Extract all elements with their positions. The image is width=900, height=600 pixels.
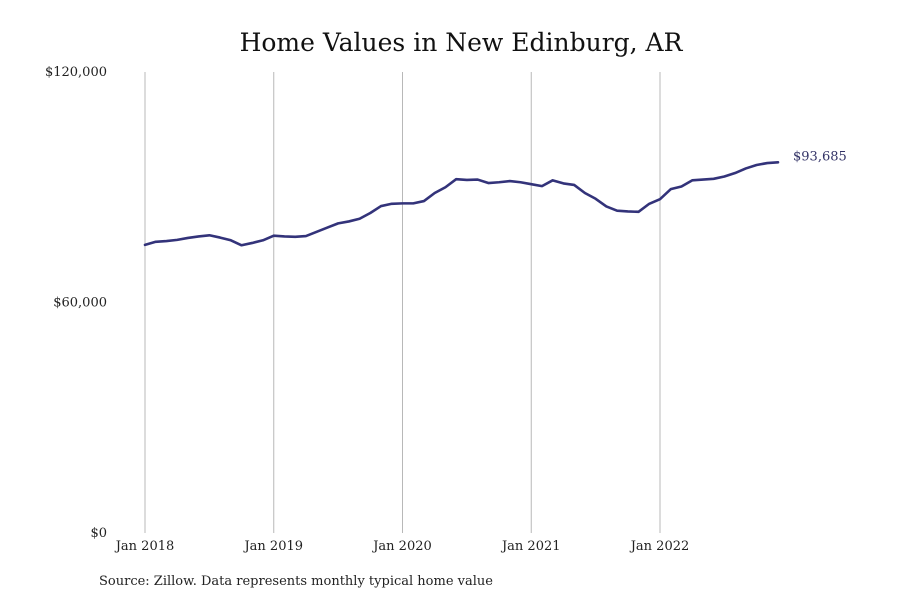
chart-title: Home Values in New Edinburg, AR: [240, 28, 684, 57]
home-value-series-line: [143, 160, 780, 247]
source-note: Source: Zillow. Data represents monthly …: [99, 574, 493, 589]
x-tick-label: Jan 2020: [371, 539, 432, 554]
x-tick-label: Jan 2021: [500, 539, 561, 554]
y-tick-label: $120,000: [45, 65, 107, 80]
y-tick-label: $60,000: [53, 296, 107, 311]
x-tick-label: Jan 2018: [114, 539, 175, 554]
x-tick-label: Jan 2019: [242, 539, 303, 554]
x-axis-tick-labels: Jan 2018 Jan 2019 Jan 2020 Jan 2021 Jan 2022: [114, 539, 690, 554]
y-tick-label: $0: [90, 526, 107, 541]
y-axis-tick-labels: $0 $60,000 $120,000: [45, 65, 107, 541]
latest-value-label: $93,685: [793, 149, 847, 164]
vertical-gridlines: [144, 72, 661, 533]
x-tick-label: Jan 2022: [629, 539, 690, 554]
